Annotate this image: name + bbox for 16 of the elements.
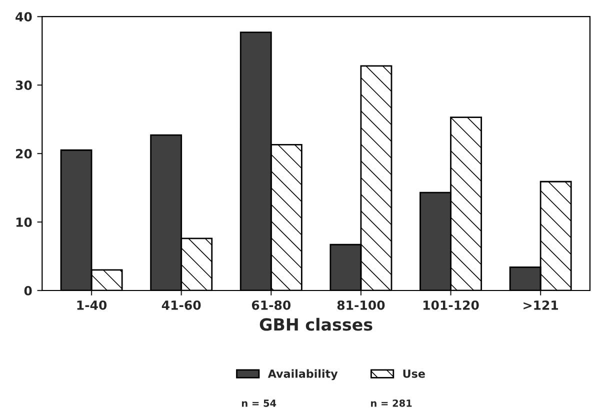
y-tick-label: 40 (16, 12, 32, 22)
text: n = 281 (371, 399, 412, 407)
x-tick-label: 1-40 (77, 300, 107, 310)
x-tick-label: 101-120 (423, 300, 479, 310)
x-tick-label: >121 (524, 300, 558, 310)
x-tick-label: 61-80 (252, 300, 291, 310)
legend-label: Use (403, 370, 425, 378)
x-tick-label: 81-100 (337, 300, 385, 310)
y-tick-label: 30 (16, 80, 32, 90)
text: n = 54 (242, 400, 276, 407)
x-axis-title: GBH classes (260, 318, 372, 331)
x-tick-label: 41-60 (162, 300, 201, 310)
legend-label: Availability (268, 369, 338, 380)
y-tick-label: 10 (16, 217, 32, 227)
y-tick-label: 20 (16, 149, 32, 158)
y-tick-label: 0 (24, 286, 32, 296)
